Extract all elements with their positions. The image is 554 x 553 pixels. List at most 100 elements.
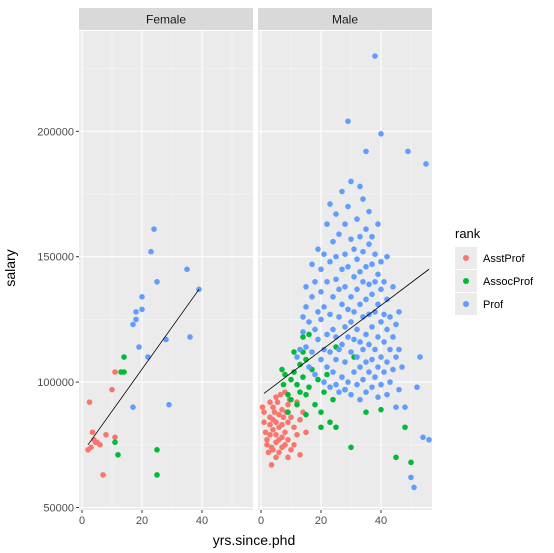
data-point-prof xyxy=(345,334,351,340)
data-point-prof xyxy=(348,349,354,355)
axes-layer: 0 20 40 50000 100000 150000 200000 0 20 40 xyxy=(37,126,387,527)
data-point-prof xyxy=(381,278,387,285)
data-point-prof xyxy=(130,404,136,410)
data-point-prof xyxy=(363,148,369,155)
data-point-prof xyxy=(148,248,154,255)
data-point-assocprof xyxy=(291,349,297,355)
data-point-prof xyxy=(348,391,354,398)
data-point-prof xyxy=(139,306,145,313)
y-tick-label: 150000 xyxy=(37,252,74,264)
data-point-asstprof xyxy=(282,429,288,436)
data-point-assocprof xyxy=(321,389,327,395)
data-point-assocprof xyxy=(288,396,294,403)
data-point-prof xyxy=(303,304,309,310)
fit-line xyxy=(263,268,430,394)
legend-label: Prof xyxy=(483,299,504,311)
data-point-assocprof xyxy=(312,401,318,408)
data-point-asstprof xyxy=(270,447,276,453)
data-point-prof xyxy=(309,349,315,355)
data-point-prof xyxy=(336,286,342,293)
data-point-prof xyxy=(333,276,339,283)
y-tick-label: 200000 xyxy=(37,126,74,138)
data-point-prof xyxy=(357,396,363,403)
data-point-prof xyxy=(354,326,360,333)
data-point-prof xyxy=(333,381,339,388)
panels-layer: Female Male xyxy=(79,8,432,510)
data-point-prof xyxy=(402,404,408,410)
data-point-assocprof xyxy=(333,424,339,431)
data-point-prof xyxy=(369,356,375,363)
data-point-prof xyxy=(309,261,315,268)
data-point-prof xyxy=(339,266,345,273)
data-point-assocprof xyxy=(112,439,118,446)
data-point-assocprof xyxy=(306,384,312,390)
data-point-prof xyxy=(315,309,321,315)
data-point-asstprof xyxy=(274,399,281,405)
data-point-prof xyxy=(393,404,399,410)
data-point-prof xyxy=(184,266,190,273)
data-point-prof xyxy=(321,251,327,257)
data-point-prof xyxy=(336,314,342,320)
data-point-prof xyxy=(360,248,366,255)
data-point-prof xyxy=(378,354,384,360)
data-point-prof xyxy=(375,271,381,278)
legend-key-point xyxy=(463,278,469,284)
data-point-prof xyxy=(324,221,330,227)
data-point-prof xyxy=(336,389,342,395)
data-point-asstprof xyxy=(268,462,275,468)
data-point-assocprof xyxy=(115,452,121,458)
data-point-prof xyxy=(327,349,333,355)
data-point-prof xyxy=(360,278,366,285)
data-point-prof xyxy=(357,268,363,275)
data-point-prof xyxy=(342,251,348,257)
data-point-prof xyxy=(372,374,378,380)
data-point-asstprof xyxy=(273,419,279,426)
data-point-prof xyxy=(384,296,390,303)
data-point-prof xyxy=(366,369,372,375)
x-tick-label: 0 xyxy=(79,515,85,527)
data-point-asstprof xyxy=(262,429,269,436)
data-point-assocprof xyxy=(363,409,369,415)
x-tick-label: 20 xyxy=(136,515,148,527)
facet-strip xyxy=(79,8,253,30)
data-point-prof xyxy=(306,364,312,370)
data-point-assocprof xyxy=(288,376,294,383)
data-point-prof xyxy=(375,394,381,400)
data-point-prof xyxy=(327,311,333,318)
data-point-prof xyxy=(366,341,372,348)
data-point-prof xyxy=(426,436,432,443)
data-point-prof xyxy=(342,221,348,227)
data-point-asstprof xyxy=(267,431,273,438)
data-point-prof xyxy=(384,253,390,260)
data-point-prof xyxy=(363,263,369,270)
data-point-prof xyxy=(366,208,372,215)
data-point-asstprof xyxy=(273,394,279,400)
data-point-assocprof xyxy=(306,331,312,338)
x-tick-label: 40 xyxy=(375,515,387,527)
data-point-asstprof xyxy=(270,404,276,410)
data-point-prof xyxy=(333,211,339,217)
data-point-assocprof xyxy=(294,401,300,408)
facet-panel-female: Female xyxy=(79,8,253,510)
data-point-prof xyxy=(372,53,378,59)
data-point-prof xyxy=(306,319,312,325)
data-point-prof xyxy=(342,386,348,393)
data-point-asstprof xyxy=(303,429,309,436)
data-point-prof xyxy=(315,336,321,343)
data-point-prof xyxy=(369,384,375,390)
data-point-asstprof xyxy=(264,436,270,443)
legend-label: AsstProf xyxy=(483,253,526,265)
data-point-prof xyxy=(300,329,306,335)
x-tick-label: 0 xyxy=(258,515,264,527)
data-point-prof xyxy=(354,354,360,360)
data-point-asstprof xyxy=(112,369,118,375)
data-point-prof xyxy=(345,203,351,210)
data-point-prof xyxy=(387,346,393,353)
data-point-prof xyxy=(342,359,348,365)
panel-background xyxy=(258,31,432,510)
data-point-prof xyxy=(151,226,157,232)
data-point-prof xyxy=(342,324,348,330)
data-point-assocprof xyxy=(121,354,127,360)
data-point-assocprof xyxy=(300,374,306,380)
